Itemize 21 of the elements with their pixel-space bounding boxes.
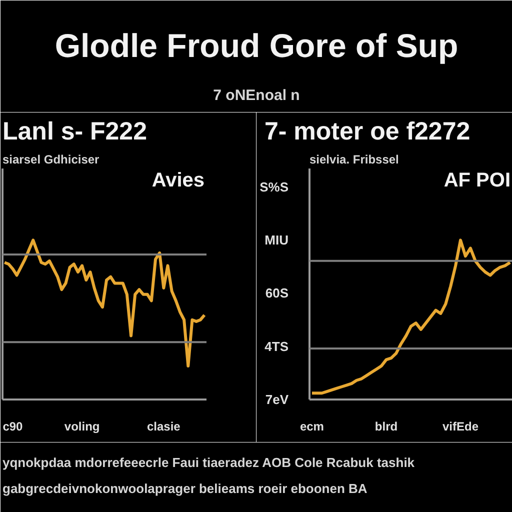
x-tick-label: c90: [2, 420, 24, 434]
text: 7 oNEnoal n: [213, 87, 300, 104]
text: S%S: [260, 179, 289, 194]
text: Avies: [152, 170, 205, 192]
x-tick-label: vifEde: [442, 420, 479, 434]
text: 60S: [265, 286, 289, 301]
x-tick-label: blrd: [374, 420, 398, 434]
text: 7eV: [265, 392, 289, 407]
chart-subtitle: siarsel Gdhiciser: [2, 152, 100, 166]
text: Glodle Froud Gore of Sup: [54, 27, 458, 64]
x-tick-label: clasie: [146, 420, 181, 434]
chart-title: 7- moter oe f2272: [264, 118, 470, 146]
text: 4TS: [264, 338, 289, 354]
chart-subtitle: sielvia. Fribssel: [310, 152, 399, 166]
text: AF POI: [444, 170, 510, 192]
text: MIU: [264, 232, 289, 248]
chart-title: Lanl s- F222: [2, 118, 147, 146]
x-tick-label: voling: [64, 420, 100, 434]
text: yqnokpdaa mdorrefeeecrle Faui tiaeradez AOB Cole Rcabuk tashik: [2, 455, 416, 470]
x-tick-label: ecm: [300, 420, 324, 434]
text: gabgrecdeivnokonwoolaprager belieams roeir eboonen BA: [2, 481, 368, 496]
